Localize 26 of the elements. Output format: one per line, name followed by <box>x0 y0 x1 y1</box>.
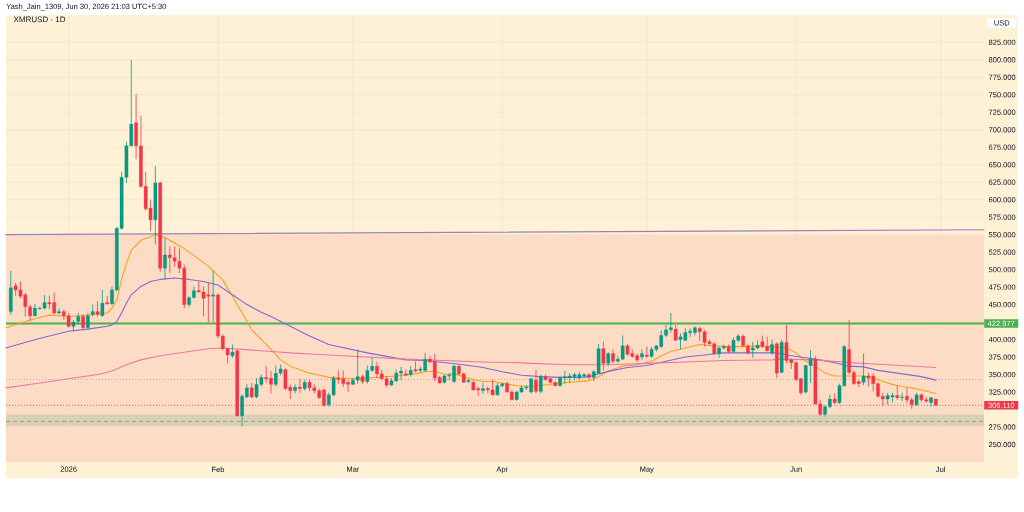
candlestick <box>9 270 13 315</box>
candlestick <box>601 341 606 371</box>
candlestick <box>163 237 167 280</box>
candlestick <box>866 372 871 387</box>
candlestick <box>47 295 52 310</box>
candlestick <box>640 348 644 361</box>
candlestick <box>298 378 302 394</box>
candlestick <box>481 382 485 395</box>
candlestick <box>293 383 297 394</box>
candlestick <box>900 392 904 402</box>
candlestick <box>861 353 866 386</box>
candlestick <box>100 289 105 317</box>
candlestick <box>534 369 538 394</box>
candlestick <box>355 348 360 385</box>
candlestick <box>211 270 215 323</box>
candlestick <box>929 396 933 408</box>
candlestick <box>611 348 615 364</box>
candlestick <box>230 344 235 359</box>
candlestick <box>895 385 900 401</box>
chart-title: XMRUSD · 1D <box>13 16 66 23</box>
candlestick <box>538 374 543 394</box>
candlestick <box>404 369 408 377</box>
candlestick <box>620 334 625 361</box>
candlestick <box>95 300 100 317</box>
candlestick <box>365 365 370 385</box>
candlestick <box>57 307 61 315</box>
